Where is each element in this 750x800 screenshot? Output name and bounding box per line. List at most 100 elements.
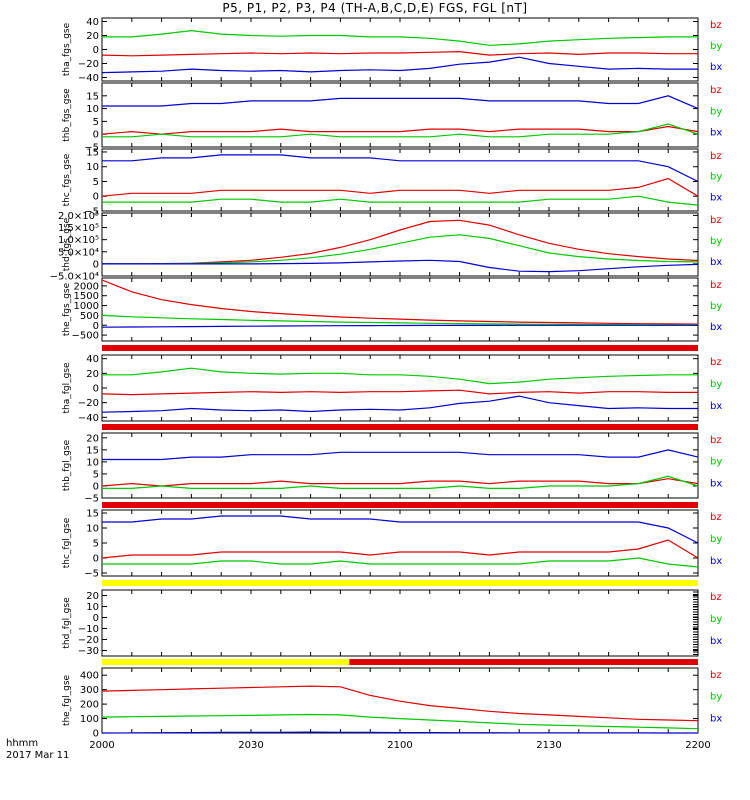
- status-bar-red: [102, 424, 698, 430]
- y-tick-label: 5: [93, 177, 99, 188]
- y-tick-label: 0: [93, 45, 99, 56]
- legend-by: by: [710, 172, 722, 183]
- legend-by: by: [710, 534, 722, 545]
- series-bx-line: [102, 259, 699, 273]
- y-axis-label: thc_fgs_gse: [62, 153, 72, 206]
- panel-frame: [101, 354, 699, 422]
- panel-frame: [101, 17, 699, 82]
- x-tick-label: 2030: [238, 740, 263, 751]
- y-tick-label: −20: [78, 635, 99, 646]
- legend-bx: bx: [710, 322, 722, 333]
- y-tick-label: 10: [86, 602, 99, 613]
- x-tick-label: 2100: [387, 740, 412, 751]
- y-tick-label: 5: [93, 539, 99, 550]
- y-tick-label: 20: [86, 369, 99, 380]
- y-axis-label: thb_fgl_gse: [62, 439, 72, 491]
- legend-by: by: [710, 614, 722, 625]
- series-by-line: [102, 234, 699, 265]
- y-tick-label: 0: [93, 481, 99, 492]
- legend-bx: bx: [710, 257, 722, 268]
- x-tick-label: 2000: [89, 740, 114, 751]
- series-bx-line: [102, 515, 699, 544]
- y-tick-label: 40: [86, 17, 99, 28]
- legend-bz: bz: [710, 85, 722, 96]
- y-tick-label: 15: [86, 509, 99, 520]
- y-tick-label: 10: [86, 104, 99, 115]
- series-bx-line: [102, 95, 699, 110]
- y-tick-label: 1.5×10⁵: [58, 223, 99, 234]
- x-axis-label: hhmm: [6, 738, 39, 749]
- y-axis-label: thb_fgs_gse: [62, 88, 72, 142]
- legend-by: by: [710, 692, 722, 703]
- legend-bz: bz: [710, 670, 722, 681]
- series-bz-line: [101, 177, 699, 197]
- panel-frame: [101, 667, 699, 734]
- y-tick-label: 15: [86, 445, 99, 456]
- series-by-line: [102, 123, 699, 138]
- series-by-line: [102, 195, 699, 206]
- status-bar-yellow: [102, 580, 698, 586]
- y-tick-label: 5.0×10⁴: [58, 247, 99, 258]
- y-tick-label: 15: [86, 91, 99, 102]
- status-bar-yellow: [102, 659, 350, 665]
- y-tick-label: −500: [72, 331, 99, 342]
- series-by-line: [101, 713, 699, 730]
- y-tick-label: 400: [80, 671, 99, 682]
- y-tick-label: 0: [93, 192, 99, 203]
- series-by-line: [101, 314, 699, 326]
- y-tick-label: 10: [86, 457, 99, 468]
- y-tick-label: 20: [86, 591, 99, 602]
- legend-bx: bx: [710, 636, 722, 647]
- series-bx-line: [102, 449, 699, 461]
- legend-by: by: [710, 236, 722, 247]
- series-bz-line: [101, 539, 699, 559]
- status-bar-red: [102, 502, 698, 508]
- y-tick-label: 0: [93, 321, 99, 332]
- legend-bz: bz: [710, 512, 722, 523]
- plot-title: P5, P1, P2, P3, P4 (TH-A,B,C,D,E) FGS, F…: [222, 1, 528, 15]
- legend-by: by: [710, 301, 722, 312]
- y-tick-label: 20: [86, 433, 99, 444]
- panel-frame: [101, 509, 699, 577]
- y-tick-label: −10: [78, 624, 99, 635]
- date-label: 2017 Mar 11: [6, 750, 70, 761]
- series-by-line: [102, 475, 699, 489]
- series-bz-line: [101, 685, 699, 722]
- legend-bz: bz: [710, 435, 722, 446]
- y-tick-label: 10: [86, 524, 99, 535]
- y-tick-label: 300: [80, 685, 99, 696]
- legend-bz: bz: [710, 280, 722, 291]
- series-bz-line: [101, 50, 698, 57]
- y-tick-label: −40: [78, 413, 99, 424]
- y-tick-label: −30: [78, 646, 99, 657]
- y-tick-label: 20: [86, 31, 99, 42]
- y-axis-label: thc_fgl_gse: [62, 517, 72, 568]
- y-tick-label: 1500: [74, 291, 99, 302]
- y-tick-label: 1000: [74, 301, 99, 312]
- y-axis-label: thd_fgs_gse: [62, 217, 72, 271]
- legend-bz: bz: [710, 592, 722, 603]
- legend-bx: bx: [710, 192, 722, 203]
- x-tick-label: 2200: [685, 740, 710, 751]
- legend-by: by: [710, 379, 722, 390]
- y-tick-label: −5: [84, 569, 99, 580]
- y-tick-label: −20: [78, 59, 99, 70]
- y-tick-label: 0: [93, 729, 99, 740]
- y-tick-label: 5: [93, 117, 99, 128]
- series-bz-line: [101, 279, 699, 325]
- y-axis-label: the_fgs_gse: [62, 282, 72, 336]
- status-bar-red: [102, 345, 698, 351]
- series-bx-line: [101, 731, 698, 734]
- legend-bz: bz: [710, 215, 722, 226]
- y-tick-label: 500: [80, 311, 99, 322]
- y-tick-label: 2.0×10⁵: [58, 211, 99, 222]
- panel-frame: [101, 212, 699, 277]
- legend-by: by: [710, 457, 722, 468]
- y-tick-label: 0: [93, 259, 99, 270]
- series-bx-line: [101, 324, 698, 328]
- y-tick-label: 200: [80, 700, 99, 711]
- panel-frame: [101, 277, 699, 342]
- legend-bx: bx: [710, 62, 722, 73]
- y-tick-label: −40: [78, 73, 99, 84]
- y-tick-label: 2000: [74, 281, 99, 292]
